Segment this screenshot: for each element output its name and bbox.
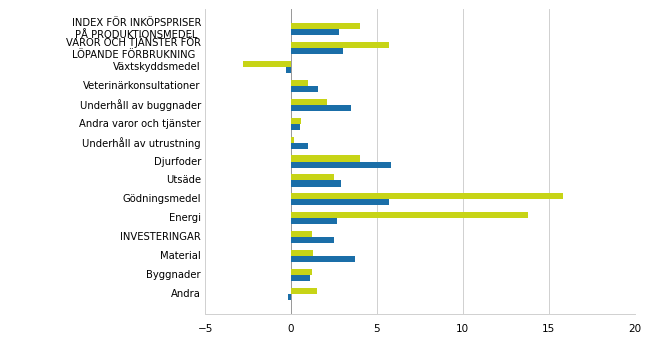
Bar <box>291 105 351 111</box>
Bar <box>291 143 308 149</box>
Bar <box>243 61 291 67</box>
Bar <box>291 269 312 275</box>
Bar <box>291 288 317 294</box>
Bar <box>291 250 313 256</box>
Bar <box>291 275 310 281</box>
Bar <box>288 294 291 300</box>
Bar <box>291 155 360 162</box>
Bar <box>291 180 341 187</box>
Bar <box>291 118 301 124</box>
Bar <box>291 48 342 54</box>
Bar <box>291 80 308 86</box>
Bar <box>291 199 389 205</box>
Bar <box>291 162 391 168</box>
Bar <box>291 136 294 143</box>
Bar <box>291 231 312 237</box>
Bar <box>291 212 528 218</box>
Bar <box>291 124 299 130</box>
Bar <box>291 237 334 243</box>
Bar <box>291 174 334 180</box>
Bar <box>291 99 327 105</box>
Bar <box>291 256 355 262</box>
Bar <box>291 29 339 35</box>
Bar <box>291 86 318 92</box>
Bar <box>286 67 291 73</box>
Bar <box>291 23 360 29</box>
Bar <box>291 193 562 199</box>
Bar <box>291 218 337 224</box>
Bar <box>291 42 389 48</box>
